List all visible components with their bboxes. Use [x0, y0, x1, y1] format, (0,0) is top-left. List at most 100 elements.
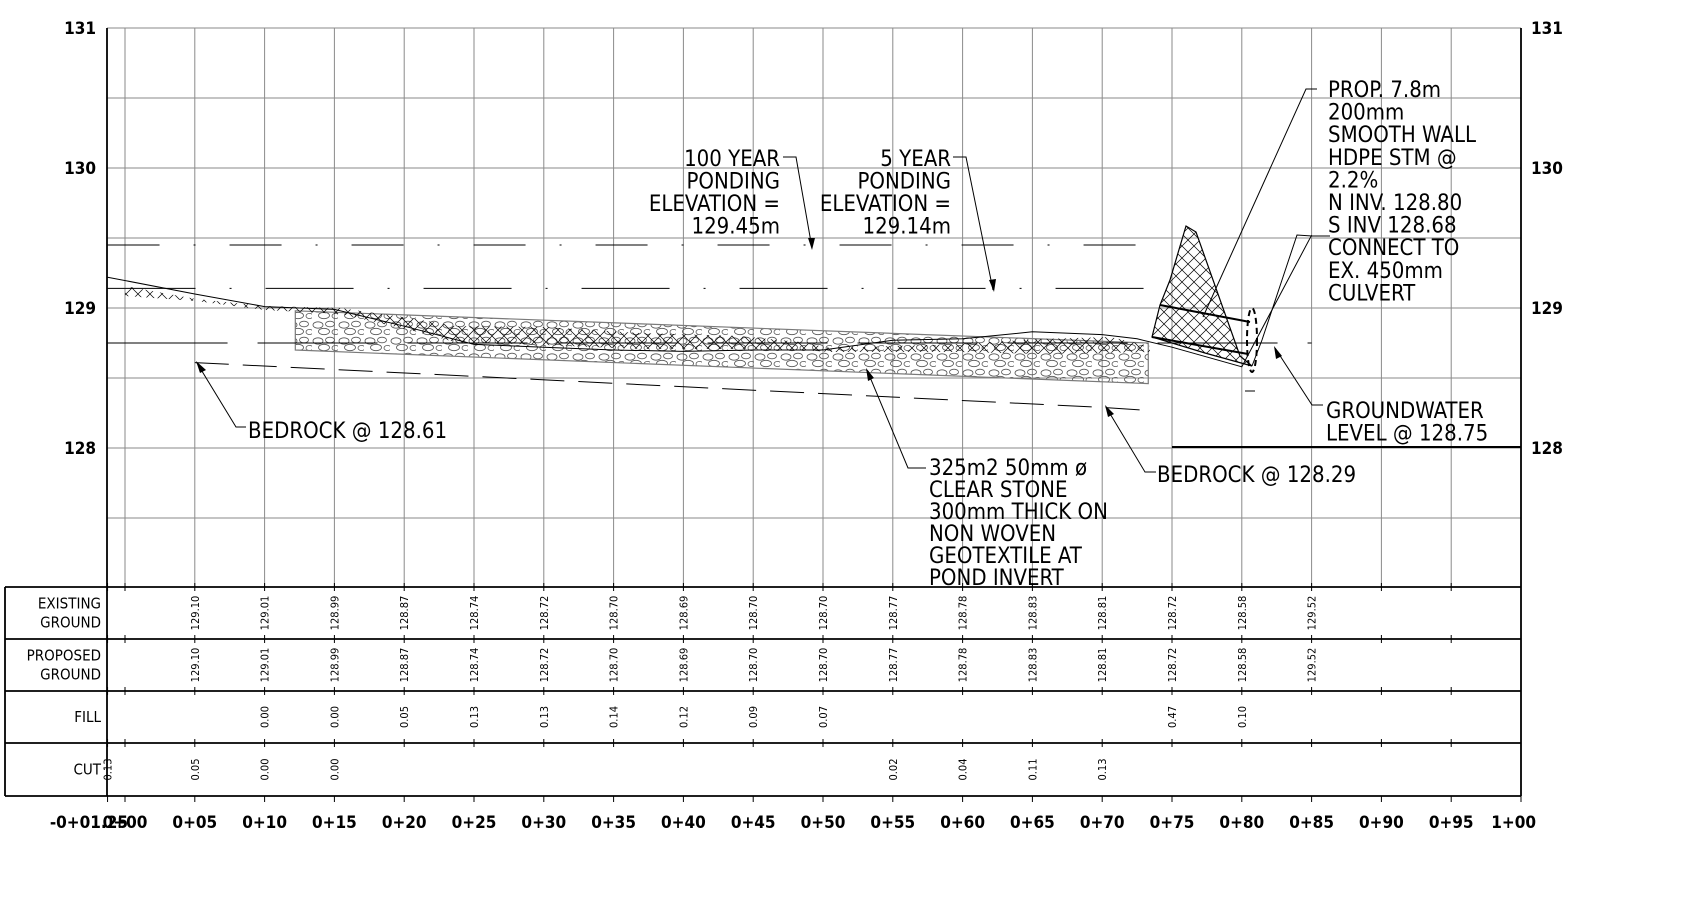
row-label-existing: GROUND: [40, 614, 101, 632]
cell-existing: 128.72: [538, 596, 551, 631]
cell-proposed: 129.52: [1306, 648, 1319, 683]
pipe-line: 2.2%: [1328, 168, 1378, 193]
station-label: 0+30: [521, 813, 566, 833]
station-label: 0+65: [1010, 813, 1055, 833]
station-label: 0+00: [103, 813, 148, 833]
elevation-label-left: 128: [64, 439, 96, 459]
cell-cut: 0.11: [1026, 758, 1039, 780]
pond100-line: 100 YEAR: [684, 147, 780, 172]
leader-bedrock-right-arrow: [1105, 405, 1114, 417]
elevation-axis: 131 131 130 130 129 129 128 128: [64, 19, 1563, 459]
cell-proposed: 128.58: [1236, 648, 1249, 683]
row-label-cut: CUT: [73, 761, 101, 779]
pipe-bottom: [1151, 336, 1249, 355]
station-label: 0+85: [1289, 813, 1334, 833]
station-label: 0+55: [870, 813, 915, 833]
ground-line: [107, 234, 1313, 368]
leader-stone: [866, 369, 926, 469]
leader-groundwater-arrow: [1274, 346, 1282, 359]
station-label: 0+90: [1359, 813, 1404, 833]
cell-proposed: 128.78: [957, 648, 970, 683]
cell-cut: 0.00: [328, 758, 341, 780]
leader-100yr-arrow: [808, 238, 815, 250]
leader-bedrock-left: [196, 362, 246, 428]
station-label: 0+60: [940, 813, 985, 833]
station-label: 0+10: [242, 813, 287, 833]
cell-fill: 0.12: [677, 706, 690, 728]
elevation-label-left: 130: [64, 159, 96, 179]
cell-proposed: 128.72: [538, 648, 551, 683]
row-label-fill: FILL: [74, 708, 101, 726]
station-label: 0+35: [591, 813, 636, 833]
cell-existing: 128.58: [1236, 596, 1249, 631]
cell-proposed: 128.69: [677, 648, 690, 683]
cell-cut: 0.13: [1096, 758, 1109, 780]
cell-proposed: 128.70: [608, 648, 621, 683]
cell-proposed: 128.70: [817, 648, 830, 683]
pond5-line: PONDING: [857, 170, 951, 195]
bedrock-line: [194, 362, 1145, 411]
cell-existing: 128.70: [747, 596, 760, 631]
cell-proposed: 128.74: [468, 648, 481, 683]
cell-existing: 128.70: [608, 596, 621, 631]
station-axis: -0+01.250+00 0+05 0+10 0+15 0+20 0+25 0+30 0+35…: [50, 813, 1536, 833]
grid: [106, 27, 1522, 796]
cell-fill: 0.09: [747, 706, 760, 728]
cell-proposed: 128.87: [398, 648, 411, 683]
cell-existing: 128.69: [677, 596, 690, 631]
station-label: -0+01.25: [50, 813, 128, 833]
note-bedrock-right: BEDROCK @ 128.29: [1157, 463, 1356, 488]
cell-cut: 0.04: [957, 758, 970, 780]
station-label: 0+75: [1150, 813, 1195, 833]
leader-5yr: [953, 156, 994, 291]
cell-fill: 0.07: [817, 706, 830, 728]
note-bedrock-left: BEDROCK @ 128.61: [248, 419, 447, 444]
cell-cut: 0.00: [259, 758, 272, 780]
pipe-line: N INV. 128.80: [1328, 191, 1462, 216]
cell-existing: 128.74: [468, 596, 481, 631]
pond5-line: 5 YEAR: [880, 147, 951, 172]
station-label: 0+70: [1080, 813, 1125, 833]
pipe-line: S INV 128.68: [1328, 214, 1457, 239]
leader-100yr: [783, 156, 813, 249]
cell-fill: 0.05: [398, 706, 411, 728]
cell-cut: 0.13: [102, 758, 115, 780]
pipe-line: HDPE STM @: [1328, 146, 1457, 171]
cell-fill: 0.10: [1236, 706, 1249, 728]
cell-proposed: 128.81: [1096, 648, 1109, 683]
elevation-label-right: 131: [1531, 19, 1563, 39]
cell-existing: 128.87: [398, 596, 411, 631]
cell-fill: 0.00: [259, 706, 272, 728]
headwall-hatch: [1151, 225, 1253, 367]
leaders: [196, 88, 1323, 473]
cell-fill: 0.47: [1166, 706, 1179, 728]
east-ground-rise: [1251, 234, 1330, 367]
pond5-line: ELEVATION =: [820, 192, 951, 217]
leader-bedrock-right: [1105, 406, 1156, 473]
cell-fill: 0.13: [468, 706, 481, 728]
stone-line: GEOTEXTILE AT: [929, 544, 1083, 569]
cell-proposed: 128.70: [747, 648, 760, 683]
cell-existing: 128.99: [328, 596, 341, 631]
pipe-line: CULVERT: [1328, 281, 1416, 306]
pond100-line: 129.45m: [691, 215, 780, 240]
cell-cut: 0.02: [887, 758, 900, 780]
culvert-end: [1246, 307, 1258, 373]
station-label: 0+25: [452, 813, 497, 833]
station-label: 0+80: [1219, 813, 1264, 833]
leader-bedrock-left-arrow: [196, 361, 206, 373]
cell-existing: 129.01: [259, 596, 272, 631]
fill-hatch-area: [125, 286, 1150, 354]
cell-fill: 0.14: [608, 706, 621, 728]
pond100-line: PONDING: [686, 170, 780, 195]
pond5-line: 129.14m: [862, 215, 951, 240]
cell-proposed: 129.10: [189, 648, 202, 683]
pipe-line: 200mm: [1328, 101, 1404, 126]
cell-proposed: 129.01: [259, 648, 272, 683]
station-label: 0+50: [801, 813, 846, 833]
pipe-line: CONNECT TO: [1328, 236, 1459, 261]
